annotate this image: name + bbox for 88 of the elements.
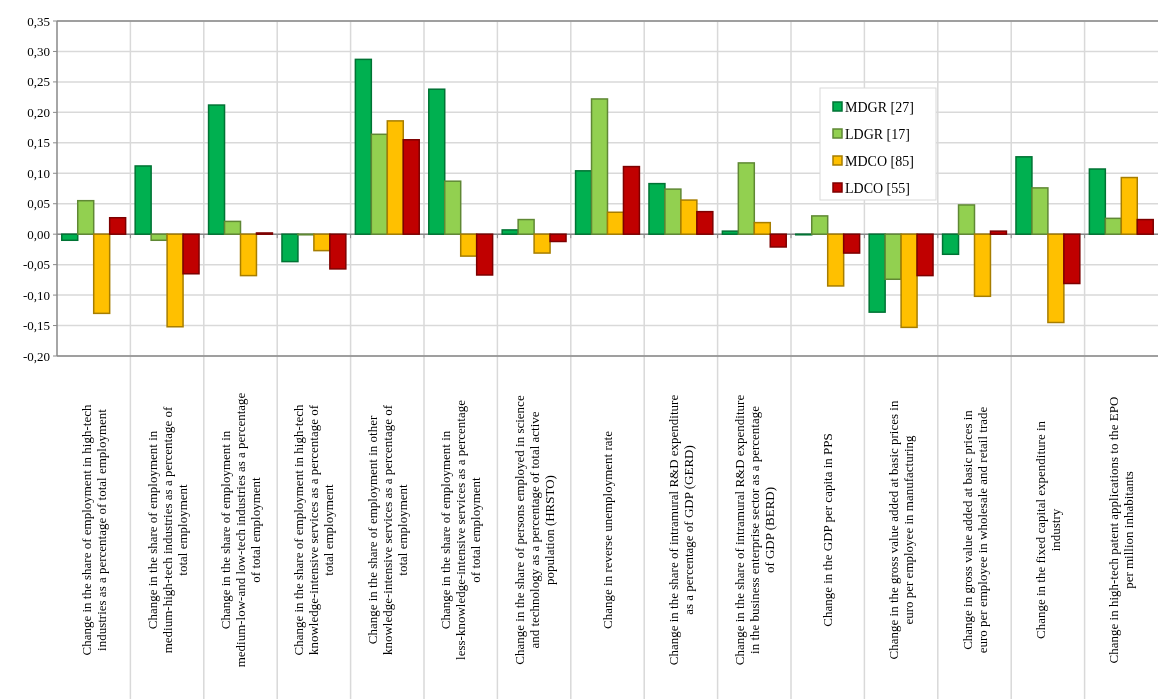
bar xyxy=(182,233,200,275)
bar xyxy=(329,233,347,270)
x-tick-label: Change in gross value added at basic prices in euro per employee in wholesale and retail trade xyxy=(959,406,990,654)
y-tick-label: 0,25 xyxy=(27,74,50,90)
bar xyxy=(769,233,787,248)
legend-label: LDGR [17] xyxy=(845,126,910,142)
bar xyxy=(76,199,95,235)
bar xyxy=(606,211,625,235)
x-tick-label: Change in the share of intramural R&D expenditure in the business enterprise sector as a percentage of GDP (BERD) xyxy=(731,394,777,666)
bar xyxy=(1063,233,1081,285)
y-tick-label: -0,05 xyxy=(22,257,50,273)
bar xyxy=(989,230,1008,235)
bar xyxy=(166,233,184,328)
x-tick-label: Change in the share of employment in medium-high-tech industries as a percentage of total employment xyxy=(144,406,190,654)
bar xyxy=(696,210,714,235)
bar xyxy=(1088,168,1107,235)
bar xyxy=(134,165,152,235)
x-tick-label: Change in the share of employment in other knowledge-intensive services as a percentage of total employment xyxy=(364,404,410,656)
x-tick-label: Change in the share of employment in less-knowledge-intensive services as a percentage of total employment xyxy=(438,399,484,660)
bar xyxy=(370,133,389,235)
bar xyxy=(941,233,960,256)
x-tick-label: Change in the share of employment in high-tech industries as a percentage of total employment xyxy=(78,404,109,656)
bar xyxy=(443,180,462,235)
bar xyxy=(680,199,698,235)
x-tick-label: Change in the gross value added at basic prices in euro per employee in manufacturing xyxy=(886,400,917,660)
bar xyxy=(281,233,299,263)
bar xyxy=(239,233,258,277)
bar xyxy=(884,233,902,280)
bar xyxy=(459,233,478,257)
bar xyxy=(957,204,976,235)
bar xyxy=(648,182,666,235)
bar xyxy=(810,215,829,235)
bar xyxy=(402,139,420,235)
bar xyxy=(501,229,519,235)
bar xyxy=(92,233,111,315)
bar xyxy=(533,233,551,254)
bar xyxy=(721,230,740,235)
x-tick-label: Change in high-tech patent applications to the EPO per million inhabitants xyxy=(1106,396,1137,664)
x-tick-label: Change in the fixed capital expenditure in industry xyxy=(1032,420,1063,640)
y-tick-label: -0,10 xyxy=(22,287,50,303)
bar xyxy=(900,233,918,329)
bar xyxy=(1031,187,1049,235)
bar xyxy=(223,220,242,235)
x-tick-label: Change in the share of employment in medium-low-and low-tech industries as a percentage of total employment xyxy=(218,392,264,668)
bar xyxy=(549,233,567,243)
bar xyxy=(1047,233,1065,324)
bar xyxy=(313,233,331,252)
bar xyxy=(61,233,79,242)
bar xyxy=(150,233,168,242)
bar xyxy=(737,162,756,235)
x-tick-label: Change in the share of persons employed in science and technology as a percentage of total active population (HRSTO) xyxy=(511,395,557,665)
bar xyxy=(916,233,934,277)
bar xyxy=(428,88,446,235)
bar xyxy=(842,233,861,254)
bar xyxy=(664,188,682,235)
x-tick-label: Change in the share of employment in high-tech knowledge-intensive services as a percentage of total employment xyxy=(291,404,337,656)
bar xyxy=(753,221,772,235)
bar xyxy=(475,233,494,276)
bar xyxy=(826,233,845,287)
y-tick-label: 0,05 xyxy=(27,196,50,212)
bar xyxy=(354,58,373,235)
x-tick-label: Change in the share of intramural R&D expenditure as a percentage of GDP (GERD) xyxy=(665,394,696,666)
y-tick-label: 0,35 xyxy=(27,13,50,29)
bar xyxy=(1104,217,1123,235)
y-tick-label: 0,10 xyxy=(27,165,50,181)
bar xyxy=(574,170,593,235)
y-tick-label: 0,30 xyxy=(27,44,50,59)
y-tick-label: 0,00 xyxy=(27,226,50,242)
bar xyxy=(868,233,886,313)
x-tick-label: Change in the GDP per capita in PPS xyxy=(820,433,836,627)
bar xyxy=(108,216,127,235)
bar xyxy=(207,104,226,235)
y-tick-label: 0,20 xyxy=(27,104,50,120)
bar xyxy=(1015,156,1033,235)
bar xyxy=(1136,218,1154,235)
y-tick-label: -0,20 xyxy=(22,348,50,364)
bar xyxy=(386,120,405,235)
y-tick-label: -0,15 xyxy=(22,318,50,334)
bar xyxy=(517,218,535,235)
legend-label: MDGR [27] xyxy=(845,99,914,115)
bar xyxy=(590,98,609,235)
x-tick-label: Change in reverse unemployment rate xyxy=(600,430,616,629)
bar xyxy=(622,165,641,235)
legend-label: LDCO [55] xyxy=(845,180,910,196)
legend-label: MDCO [85] xyxy=(845,153,914,169)
y-tick-label: 0,15 xyxy=(27,135,50,151)
bar xyxy=(1120,176,1139,235)
bar xyxy=(973,233,992,298)
